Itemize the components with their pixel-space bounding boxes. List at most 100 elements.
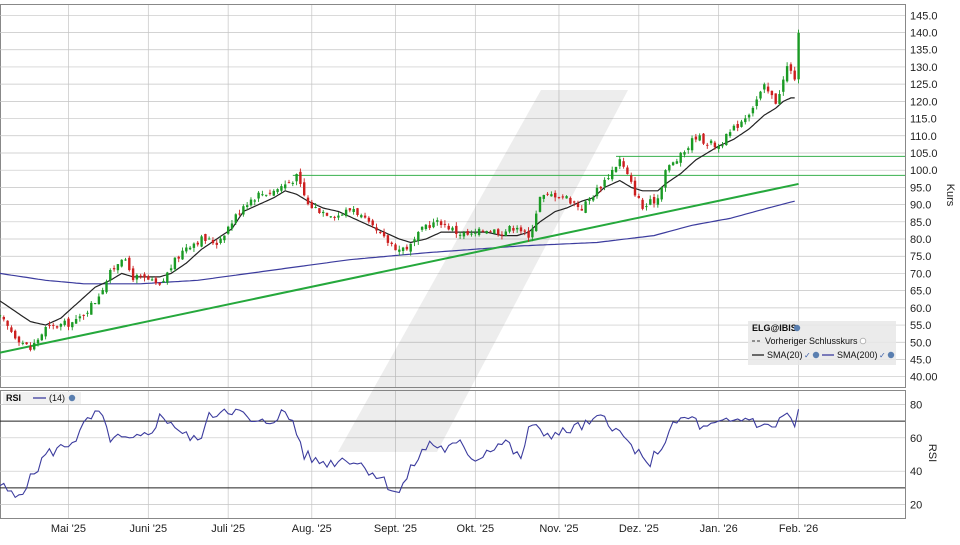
candle-body [584,201,587,213]
legend-box [748,321,896,365]
candle-body [265,194,268,196]
candle-body [774,93,777,104]
candle-body [344,209,348,216]
candle-body [280,186,283,191]
legend-symbol-info-icon[interactable] [793,324,801,332]
candle-body [101,290,104,295]
candle-body [44,327,47,337]
candle-body [291,182,294,184]
candle-body [29,346,32,350]
candle-body [120,259,123,267]
candle-body [436,220,439,222]
candle-body [6,320,9,326]
candle-body [299,171,302,184]
legend-sma200-check-icon[interactable]: ✓ [879,351,886,360]
candle-body [728,132,732,136]
candle-body [668,165,671,171]
candle-body [78,316,82,319]
candle-body [386,235,390,243]
candle-body [557,197,561,199]
candle-body [162,280,165,283]
candle-body [477,228,481,235]
x-tick-label: Juli '25 [211,523,245,535]
candle-body [17,336,21,343]
candle-body [287,182,291,184]
candle-body [295,174,298,182]
rsi-y-tick-label: 80 [910,399,922,411]
candle-body [150,279,154,281]
horizontal-lines-layer [292,155,905,176]
candle-body [546,193,549,195]
candle-body [33,343,36,350]
candle-body [139,275,142,277]
candle-body [215,242,218,245]
candle-body [721,145,724,147]
legend-sma200-settings-icon[interactable] [887,351,895,359]
candle-body [420,226,424,230]
candle-body [169,268,173,271]
candle-body [679,152,682,163]
candle-body [607,178,610,180]
rsi-panel [0,390,906,519]
price-y-tick-label: 95.0 [910,182,931,194]
candle-body [25,342,28,345]
candle-body [717,146,720,149]
candle-body [497,229,500,235]
price-legend: ELG@IBIS Vorheriger Schlusskurs SMA(20) … [748,321,896,365]
candle-body [55,326,59,328]
candle-body [656,198,660,205]
price-y-tick-label: 120.0 [910,96,938,108]
candle-body [246,205,249,207]
candle-body [59,324,63,327]
rsi-legend-name: RSI [6,393,21,403]
legend-sma20-check-icon[interactable]: ✓ [804,351,811,360]
candle-body [211,240,215,244]
candle-body [147,276,150,280]
candle-body [725,133,728,145]
candle-body [375,227,378,231]
rsi-legend-settings-icon[interactable] [68,394,76,402]
candle-body [645,206,648,208]
candle-body [576,203,580,207]
candle-body [200,236,203,247]
candle-body [230,223,234,229]
price-y-ticks: 145.0 140.0 135.0 130.0 125.0 120.0 115.0 110.0… [910,10,938,383]
candle-body [143,274,146,278]
candle-body [462,232,466,237]
candle-body [341,214,344,216]
legend-prev-close-toggle-icon[interactable] [859,337,867,345]
price-y-tick-label: 65.0 [910,286,931,298]
candle-body [789,64,793,71]
legend-sma20-settings-icon[interactable] [812,351,820,359]
x-tick-label: Okt. '25 [457,523,495,535]
candle-body [93,303,97,304]
rsi-y-tick-label: 60 [910,433,922,445]
candle-body [652,197,656,204]
candle-body [86,312,89,314]
candle-body [694,136,698,140]
trend-layer [0,182,799,354]
candle-body [234,214,237,223]
candle-body [550,194,553,197]
candle-body [67,318,70,327]
price-y-tick-label: 45.0 [910,354,931,366]
candle-body [227,226,230,234]
candle-body [618,159,621,167]
candle-body [500,234,504,236]
price-y-tick-label: 100.0 [910,165,938,177]
candle-body [706,144,709,146]
candle-body [337,215,340,218]
rsi-line [0,408,800,499]
price-y-tick-label: 85.0 [910,217,931,229]
candle-body [603,179,606,187]
candle-body [398,249,401,252]
candle-body [325,212,329,216]
candle-body [637,196,640,198]
price-y-tick-label: 90.0 [910,200,931,212]
price-y-tick-label: 75.0 [910,251,931,263]
candle-body [561,196,564,198]
candle-body [268,192,272,194]
x-tick-label: Sept. '25 [374,523,417,535]
candle-body [778,94,781,104]
